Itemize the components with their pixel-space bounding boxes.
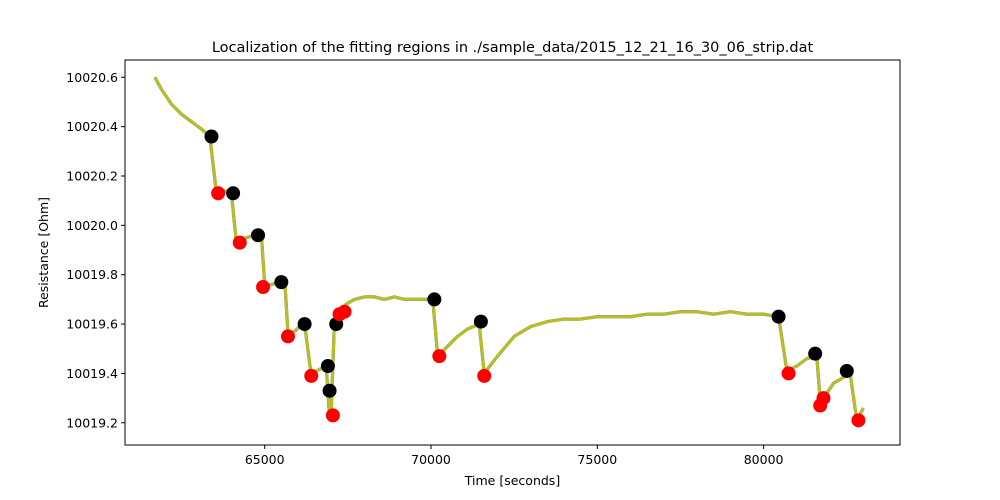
region-start-marker	[477, 368, 492, 383]
region-start-marker	[851, 413, 866, 428]
region-start-marker	[325, 408, 340, 423]
fit-line	[153, 76, 865, 422]
y-tick-label: 10020.4	[66, 119, 118, 134]
region-start-marker	[211, 186, 226, 201]
y-tick-label: 10019.8	[66, 267, 118, 282]
region-start-marker	[432, 349, 447, 364]
x-axis: 65000 70000 75000 80000	[245, 445, 784, 467]
y-axis: 10019.2 10019.4 10019.6 10019.8 10020.0 10020…	[66, 70, 125, 430]
y-tick-label: 10019.4	[66, 366, 118, 381]
region-end-marker	[839, 363, 854, 378]
region-end-marker	[320, 359, 335, 374]
region-start-marker	[337, 304, 352, 319]
plot-area	[153, 76, 866, 428]
region-end-marker	[473, 314, 488, 329]
y-tick-label: 10020.2	[66, 168, 118, 183]
x-tick-label: 70000	[411, 452, 451, 467]
y-tick-label: 10019.6	[66, 317, 118, 332]
region-end-marker	[251, 228, 266, 243]
chart-title: Localization of the fitting regions in .…	[212, 40, 814, 56]
region-start-marker	[816, 391, 831, 406]
region-end-marker	[427, 292, 442, 307]
x-tick-label: 80000	[744, 452, 784, 467]
x-tick-label: 65000	[245, 452, 285, 467]
region-end-marker	[808, 346, 823, 361]
plot-frame	[124, 59, 901, 446]
x-axis-label: Time [seconds]	[464, 473, 560, 488]
y-axis-label: Resistance [Ohm]	[36, 197, 51, 308]
region-start-marker	[256, 280, 271, 295]
y-tick-label: 10019.2	[66, 415, 118, 430]
region-end-marker	[297, 317, 312, 332]
region-start-marker	[280, 329, 295, 344]
y-tick-label: 10020.0	[66, 218, 118, 233]
region-end-marker	[771, 309, 786, 324]
y-tick-label: 10020.6	[66, 70, 118, 85]
region-start-marker	[232, 235, 247, 250]
region-end-marker	[322, 383, 337, 398]
region-end-marker	[204, 129, 219, 144]
x-tick-label: 75000	[577, 452, 617, 467]
region-start-marker	[304, 368, 319, 383]
region-start-marker	[781, 366, 796, 381]
region-end-marker	[274, 275, 289, 290]
region-end-marker	[226, 186, 241, 201]
